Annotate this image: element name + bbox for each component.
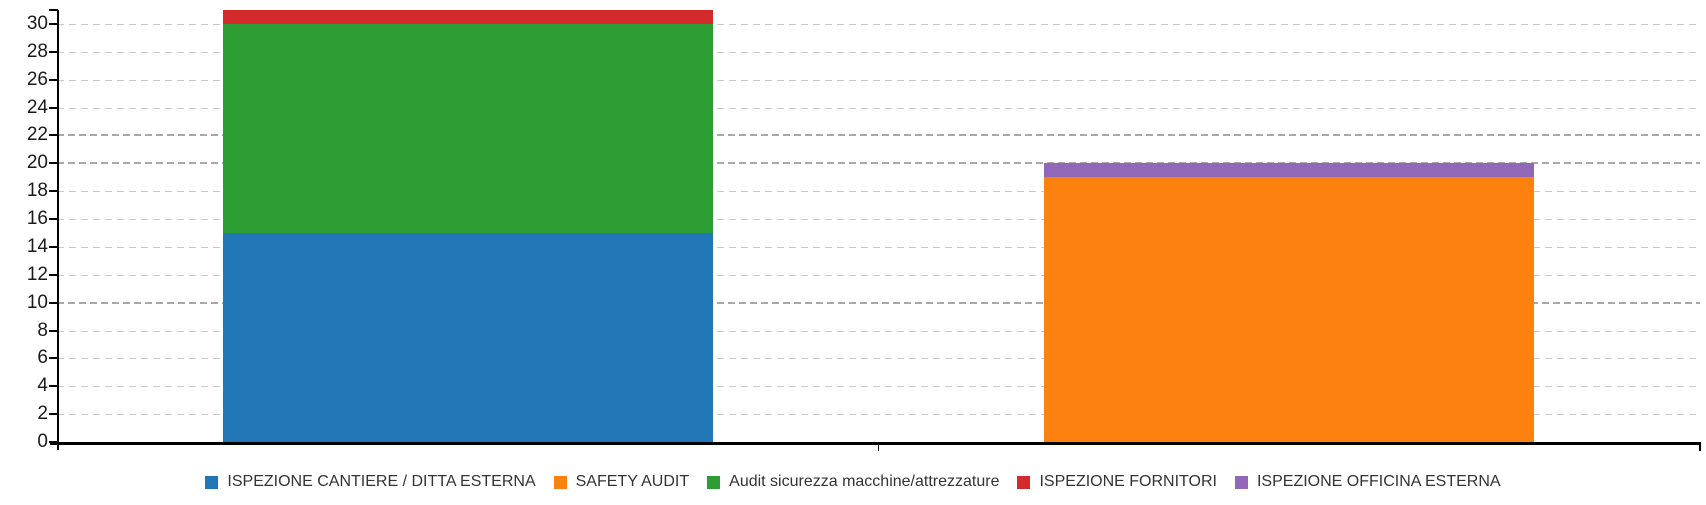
y-axis-tick [49,9,58,11]
y-axis-tick [49,218,58,221]
legend-label: SAFETY AUDIT [575,473,690,490]
y-axis-tick [49,190,58,193]
y-axis-label: 20 [26,152,48,174]
y-axis-label: 26 [26,68,48,90]
gridline [57,274,1700,276]
gridline [57,414,1700,416]
y-axis-tick [49,50,58,53]
y-axis-tick [49,441,58,443]
y-axis-label: 16 [26,208,48,230]
gridline [57,301,1700,304]
y-axis-label: 22 [26,124,48,146]
gridline [57,330,1700,332]
gridline [57,191,1700,193]
gridline [57,79,1700,81]
x-axis-line [50,442,1700,445]
x-axis-tick [877,442,879,451]
y-axis-tick [49,329,58,332]
y-axis-tick [49,245,58,248]
y-axis-tick [49,134,58,137]
y-axis-tick [49,78,58,81]
y-axis-tick [49,385,58,388]
legend-swatch-icon [1017,475,1031,489]
legend-label: Audit sicurezza macchine/attrezzature [729,473,1000,490]
legend-item-2[interactable]: Audit sicurezza macchine/attrezzature [707,473,999,491]
chart-legend: ISPEZIONE CANTIERE / DITTA ESTERNA SAFETY… [0,473,1706,491]
gridline [57,23,1700,25]
legend-item-0[interactable]: ISPEZIONE CANTIERE / DITTA ESTERNA [205,473,536,491]
legend-item-3[interactable]: ISPEZIONE FORNITORI [1017,473,1217,491]
y-axis-label: 8 [37,319,48,341]
y-axis-label: 2 [37,403,48,425]
y-axis-label: 10 [26,291,48,313]
y-axis-tick [49,162,58,165]
y-axis-label: 14 [26,235,48,257]
y-axis-label: 0 [37,431,48,452]
gridline [57,134,1700,137]
y-axis-label: 4 [37,375,48,397]
legend-item-4[interactable]: ISPEZIONE OFFICINA ESTERNA [1234,473,1501,491]
gridline [57,219,1700,221]
y-axis-line [57,10,59,450]
legend-swatch-icon [553,475,567,489]
y-axis-tick [49,22,58,25]
y-axis-label: 28 [26,40,48,62]
legend-label: ISPEZIONE CANTIERE / DITTA ESTERNA [227,473,536,490]
y-axis-label: 6 [37,347,48,369]
y-axis-label: 18 [26,180,48,202]
legend-label: ISPEZIONE OFFICINA ESTERNA [1256,473,1501,490]
legend-swatch-icon [205,475,219,489]
y-axis-label: 24 [26,96,48,118]
gridline [57,246,1700,248]
bar-segment-series-3-category-0[interactable] [222,10,713,24]
legend-swatch-icon [1234,475,1248,489]
bar-segment-series-1-category-1[interactable] [1044,177,1535,442]
gridline [57,51,1700,53]
y-axis-tick [49,106,58,109]
gridline [57,358,1700,360]
y-axis-label: 30 [26,12,48,34]
x-axis-tick [1699,442,1701,451]
y-axis-tick [49,273,58,276]
bar-segment-series-2-category-0[interactable] [222,23,713,233]
y-axis-tick [49,413,58,416]
bar-segment-series-0-category-0[interactable] [222,232,713,442]
legend-label: ISPEZIONE FORNITORI [1039,473,1217,490]
gridline [57,386,1700,388]
gridline [57,162,1700,165]
y-axis-tick [49,357,58,360]
gridline [57,107,1700,109]
y-axis-label: 12 [26,263,48,285]
y-axis-tick [49,301,58,304]
bar-segment-series-4-category-1[interactable] [1044,163,1535,178]
legend-item-1[interactable]: SAFETY AUDIT [553,473,690,491]
legend-swatch-icon [707,475,721,489]
